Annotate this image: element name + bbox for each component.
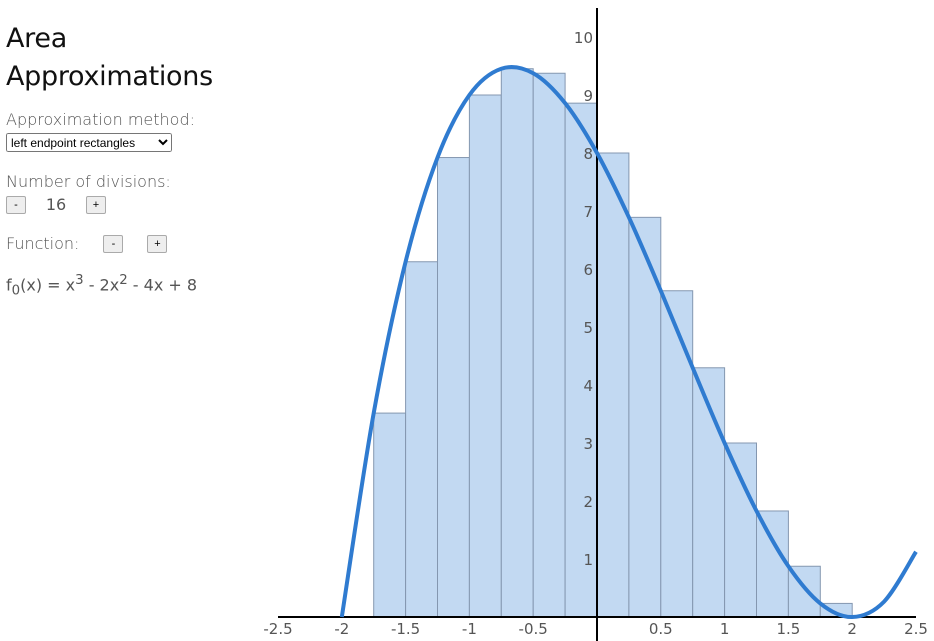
y-tick-label: 10 — [574, 29, 593, 47]
formula: f0(x) = x3 - 2x2 - 4x + 8 — [6, 273, 246, 299]
formula-sub: 0 — [11, 283, 21, 299]
x-tick-label: 2 — [847, 620, 857, 638]
y-tick-label: 7 — [583, 203, 593, 221]
divisions-plus[interactable]: + — [86, 195, 106, 214]
x-tick-label: 1 — [720, 620, 730, 638]
function-row: Function: - + — [6, 234, 246, 253]
x-tick-label: -0.5 — [519, 620, 548, 638]
y-tick-label: 8 — [583, 145, 593, 163]
y-tick-label: 2 — [583, 493, 593, 511]
control-panel: Area Approximations Approximation method… — [6, 20, 246, 299]
bar — [437, 157, 470, 618]
function-label: Function: — [6, 234, 80, 253]
y-tick-label: 9 — [583, 87, 593, 105]
bar — [468, 94, 502, 618]
divisions-value: 16 — [45, 195, 67, 214]
bar — [660, 290, 694, 618]
y-tick-label: 6 — [583, 261, 593, 279]
formula-text: (x) = x — [20, 275, 76, 295]
bar — [373, 412, 407, 618]
x-tick-label: 2.5 — [904, 620, 928, 638]
x-tick-label: 0.5 — [649, 620, 673, 638]
bar — [756, 510, 789, 618]
function-minus[interactable]: - — [103, 234, 124, 253]
formula-text: - 4x + 8 — [127, 275, 198, 295]
x-tick-label: -2 — [334, 620, 349, 638]
x-tick-label: -1 — [462, 620, 477, 638]
title: Area Approximations — [6, 23, 213, 92]
bar — [596, 152, 630, 618]
y-tick-label: 5 — [583, 319, 593, 337]
formula-text: - 2x — [83, 275, 120, 295]
bar — [500, 68, 534, 618]
divisions-label: Number of divisions: — [6, 172, 171, 191]
x-tick-label: 1.5 — [776, 620, 800, 638]
method-select[interactable]: left endpoint rectangles — [6, 133, 172, 152]
function-curve — [339, 65, 918, 620]
bar — [405, 261, 439, 618]
bar — [724, 442, 757, 618]
divisions-row: - 16 + — [6, 195, 246, 214]
function-plus[interactable]: + — [147, 234, 168, 253]
formula-sup: 3 — [75, 273, 84, 288]
x-tick-label: -1.5 — [391, 620, 420, 638]
y-tick-label: 1 — [583, 551, 593, 569]
formula-text: f — [6, 275, 12, 295]
divisions-minus[interactable]: - — [6, 195, 26, 214]
method-label: Approximation method: — [6, 110, 195, 129]
formula-sup: 2 — [119, 273, 128, 288]
y-tick-label: 4 — [583, 377, 593, 395]
bar — [564, 102, 598, 618]
bar — [532, 72, 566, 618]
y-tick-label: 3 — [583, 435, 593, 453]
x-tick-label: -2.5 — [263, 620, 292, 638]
